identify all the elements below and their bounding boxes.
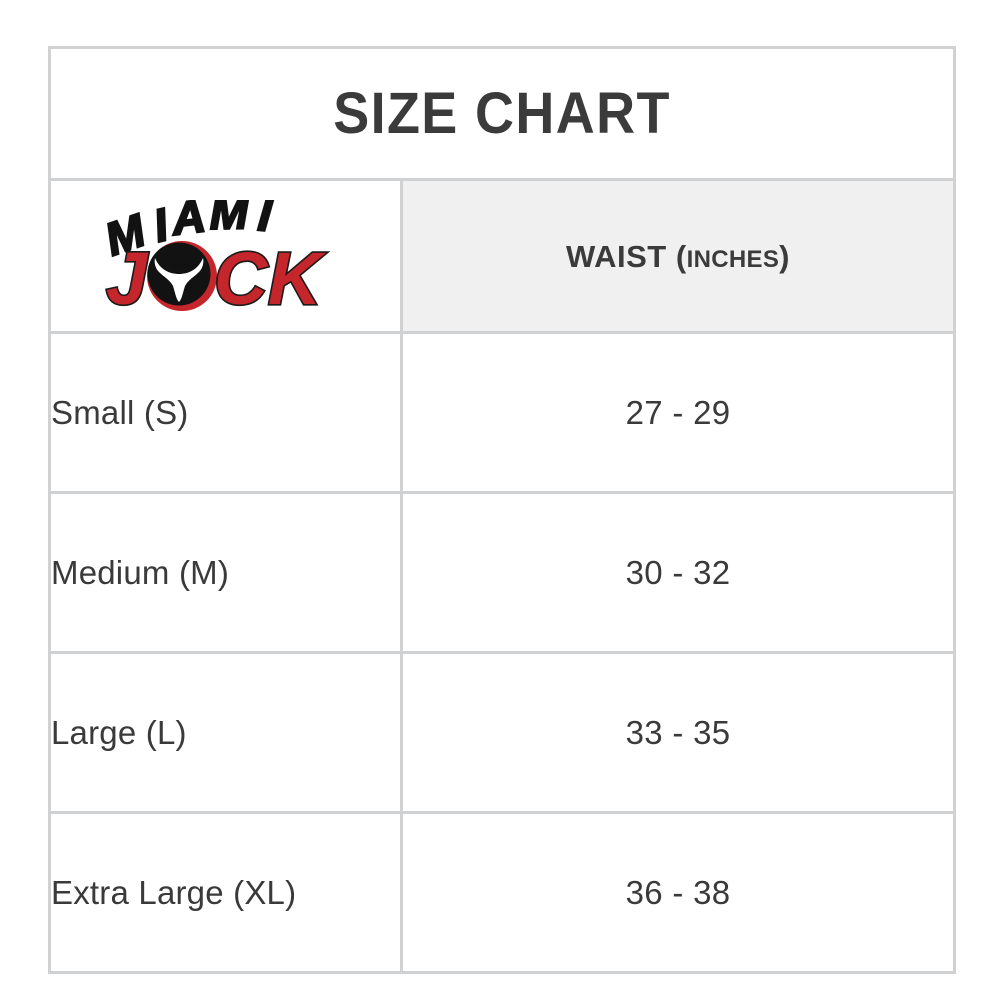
waist-header-main: WAIST: [566, 238, 667, 274]
table-header-row: M I A M I J: [48, 178, 956, 334]
waist-header-label: WAIST (INCHES): [403, 241, 953, 272]
waist-value-cell: 33 - 35: [400, 651, 956, 814]
table-title-row: SIZE CHART: [48, 46, 956, 181]
jockstrap-pouch-icon: [146, 241, 217, 311]
table-row: Small (S) 27 - 29: [48, 331, 956, 494]
table-row: Medium (M) 30 - 32: [48, 491, 956, 654]
svg-text:M: M: [209, 200, 250, 239]
svg-text:I: I: [256, 200, 274, 241]
waist-unit-paren-open: (: [675, 238, 687, 274]
table-row: Extra Large (XL) 36 - 38: [48, 811, 956, 974]
logo-letter-j: J: [104, 235, 150, 312]
logo-letter-k: K: [266, 235, 327, 312]
table-row: Large (L) 33 - 35: [48, 651, 956, 814]
svg-text:A: A: [167, 200, 207, 245]
size-label-cell: Small (S): [48, 331, 403, 494]
waist-unit-text: INCHES: [686, 245, 780, 273]
waist-value-cell: 27 - 29: [400, 331, 956, 494]
logo-cell: M I A M I J: [48, 178, 403, 334]
waist-unit-paren-close: ): [779, 238, 790, 274]
page-title: SIZE CHART: [333, 80, 671, 146]
size-chart-table: SIZE CHART M I A M I: [48, 46, 956, 974]
size-label-cell: Large (L): [48, 651, 403, 814]
title-cell: SIZE CHART: [48, 46, 956, 181]
svg-text:K: K: [268, 237, 326, 312]
miami-jock-logo: M I A M I J: [100, 200, 352, 312]
miami-jock-logo-icon: M I A M I J: [100, 200, 328, 312]
waist-header-cell: WAIST (INCHES): [400, 178, 956, 334]
size-label-cell: Extra Large (XL): [48, 811, 403, 974]
waist-value-cell: 36 - 38: [400, 811, 956, 974]
svg-text:J: J: [106, 237, 149, 312]
waist-value-cell: 30 - 32: [400, 491, 956, 654]
svg-text:C: C: [214, 237, 269, 312]
logo-letter-c: C: [212, 235, 270, 312]
size-label-cell: Medium (M): [48, 491, 403, 654]
